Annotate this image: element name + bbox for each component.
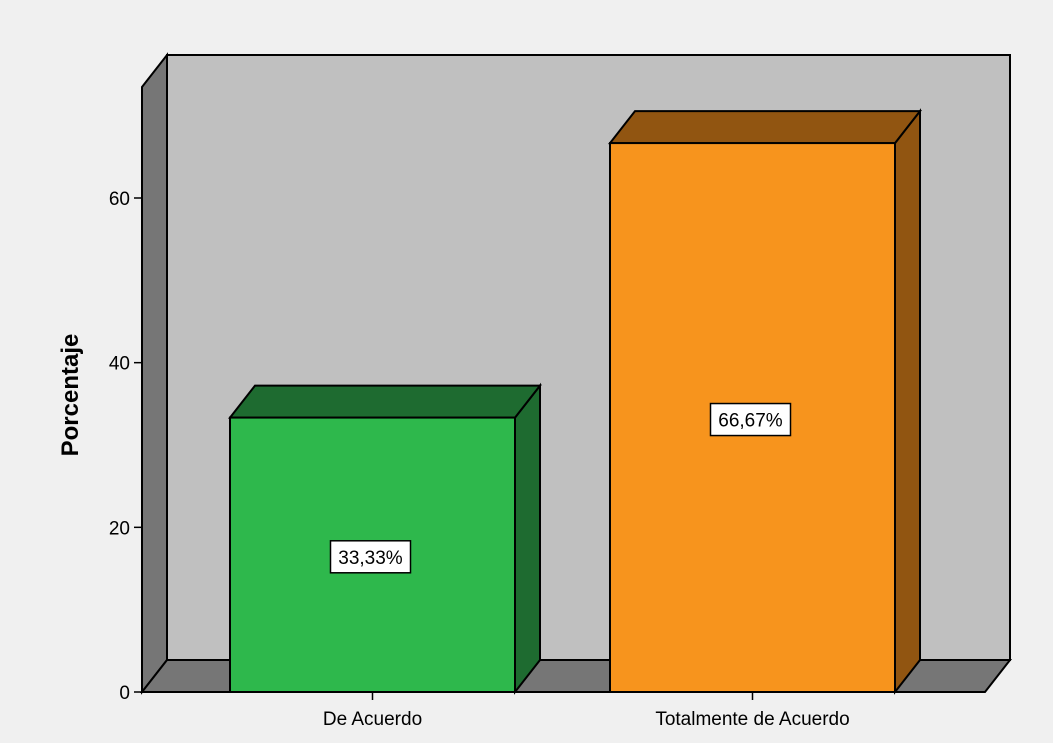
data-label: 33,33% (338, 548, 403, 569)
bar-top (607, 110, 923, 145)
x-tick-label: De Acuerdo (323, 709, 422, 730)
bars-group: 33,33% 66,67% (227, 108, 923, 695)
y-tick-label: 0 (119, 683, 130, 704)
bar-side (894, 108, 921, 695)
bar-top (227, 384, 543, 419)
y-tick-label: 20 (109, 518, 130, 539)
x-tick-label: Totalmente de Acuerdo (655, 709, 849, 730)
data-label: 66,67% (718, 411, 783, 432)
bar-1: 33,33% (227, 382, 543, 695)
bar-2: 66,67% (607, 108, 923, 695)
data-label-box (709, 402, 792, 437)
side-wall (141, 52, 168, 695)
y-axis-label: Porcentaje (57, 334, 84, 457)
axes-group: 0 20 40 60 De Acuerdo Totalmente de Acuerdo (109, 87, 985, 730)
y-tick-label: 40 (109, 354, 130, 375)
data-label-box (329, 540, 412, 574)
y-tick-label: 60 (109, 189, 130, 210)
bar-side (514, 382, 541, 695)
